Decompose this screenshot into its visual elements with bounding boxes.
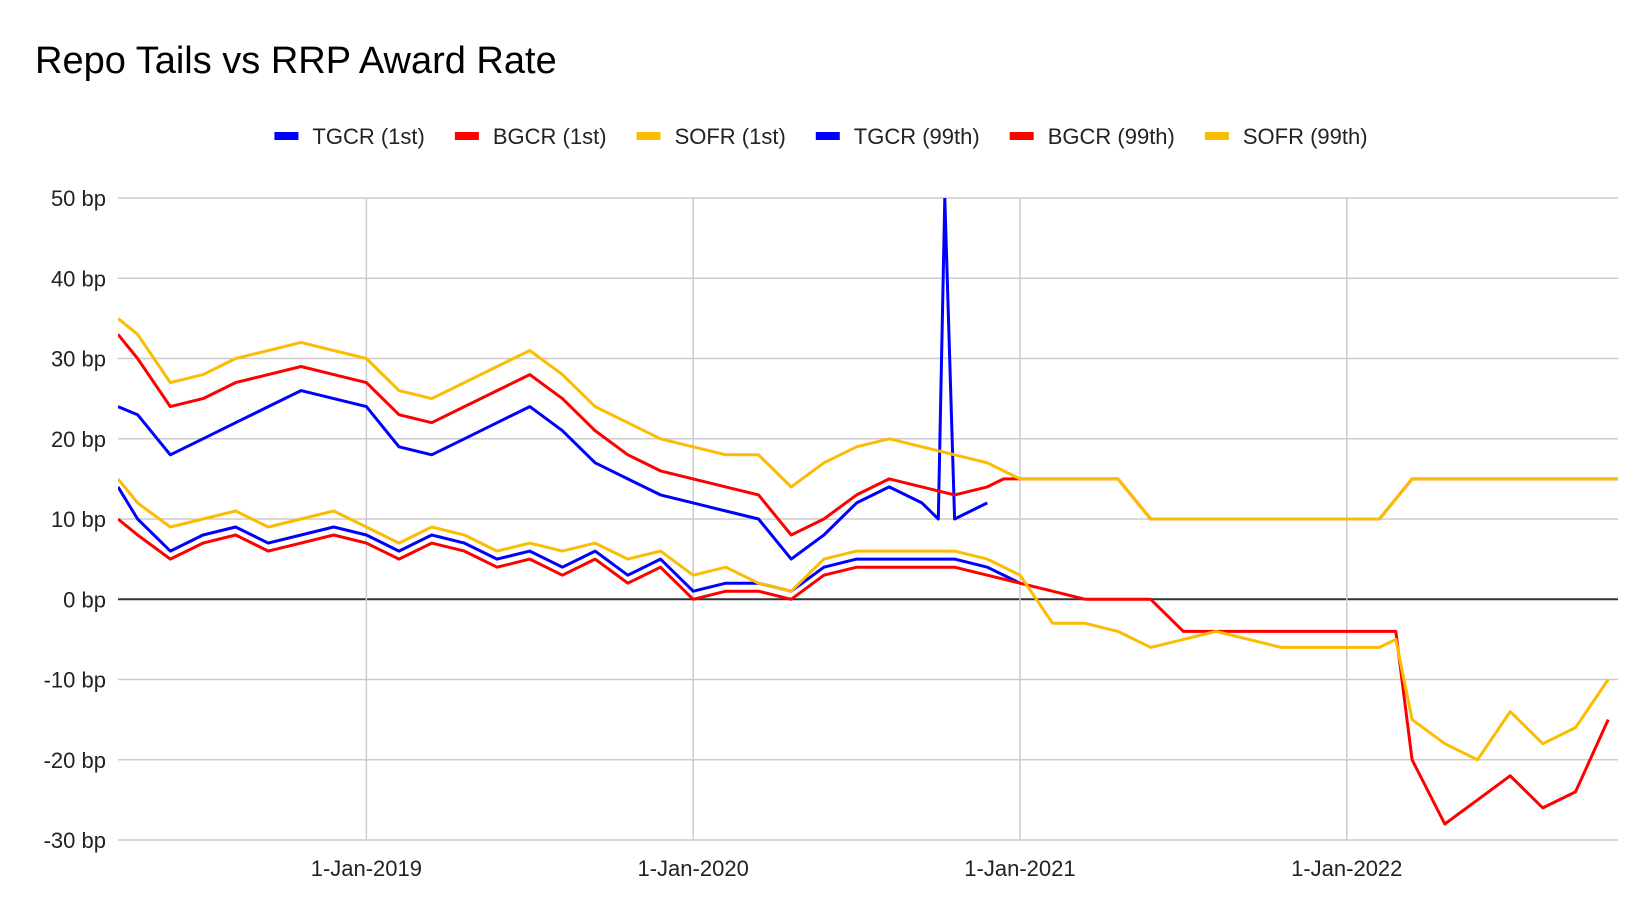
y-tick-label: 50 bp (51, 186, 106, 211)
legend-swatch-tgcr-1st (274, 132, 299, 140)
series-line-tgcr-99th (118, 198, 988, 561)
y-tick-label: 30 bp (51, 347, 106, 372)
x-tick-label: 1-Jan-2022 (1291, 856, 1402, 881)
series-line-sofr-1st (118, 477, 1610, 762)
y-tick-label: 0 bp (63, 587, 106, 612)
y-tick-label: -20 bp (44, 748, 106, 773)
legend-label-sofr-1st: SOFR (1st) (675, 124, 786, 149)
legend-label-tgcr-1st: TGCR (1st) (312, 124, 424, 149)
y-tick-label: 20 bp (51, 427, 106, 452)
y-tick-label: 40 bp (51, 266, 106, 291)
y-tick-label: -10 bp (44, 668, 106, 693)
legend-label-bgcr-1st: BGCR (1st) (493, 124, 607, 149)
legend-swatch-bgcr-99th (1009, 132, 1034, 140)
legend-label-tgcr-99th: TGCR (99th) (854, 124, 980, 149)
x-tick-label: 1-Jan-2019 (311, 856, 422, 881)
legend-swatch-sofr-1st (636, 132, 661, 140)
legend-label-sofr-99th: SOFR (99th) (1243, 124, 1368, 149)
chart-title: Repo Tails vs RRP Award Rate (35, 40, 557, 82)
y-tick-label: -30 bp (44, 828, 106, 853)
series-line-bgcr-99th (118, 333, 1618, 537)
x-tick-label: 1-Jan-2021 (964, 856, 1075, 881)
legend-swatch-tgcr-99th (815, 132, 840, 140)
series-line-bgcr-1st (118, 517, 1610, 826)
legend-label-bgcr-99th: BGCR (99th) (1048, 124, 1175, 149)
series-line-sofr-99th (118, 317, 1618, 521)
y-tick-label: 10 bp (51, 507, 106, 532)
legend-swatch-bgcr-1st (454, 132, 479, 140)
legend-swatch-sofr-99th (1204, 132, 1229, 140)
series-line-tgcr-1st (118, 486, 1021, 593)
x-tick-label: 1-Jan-2020 (638, 856, 749, 881)
